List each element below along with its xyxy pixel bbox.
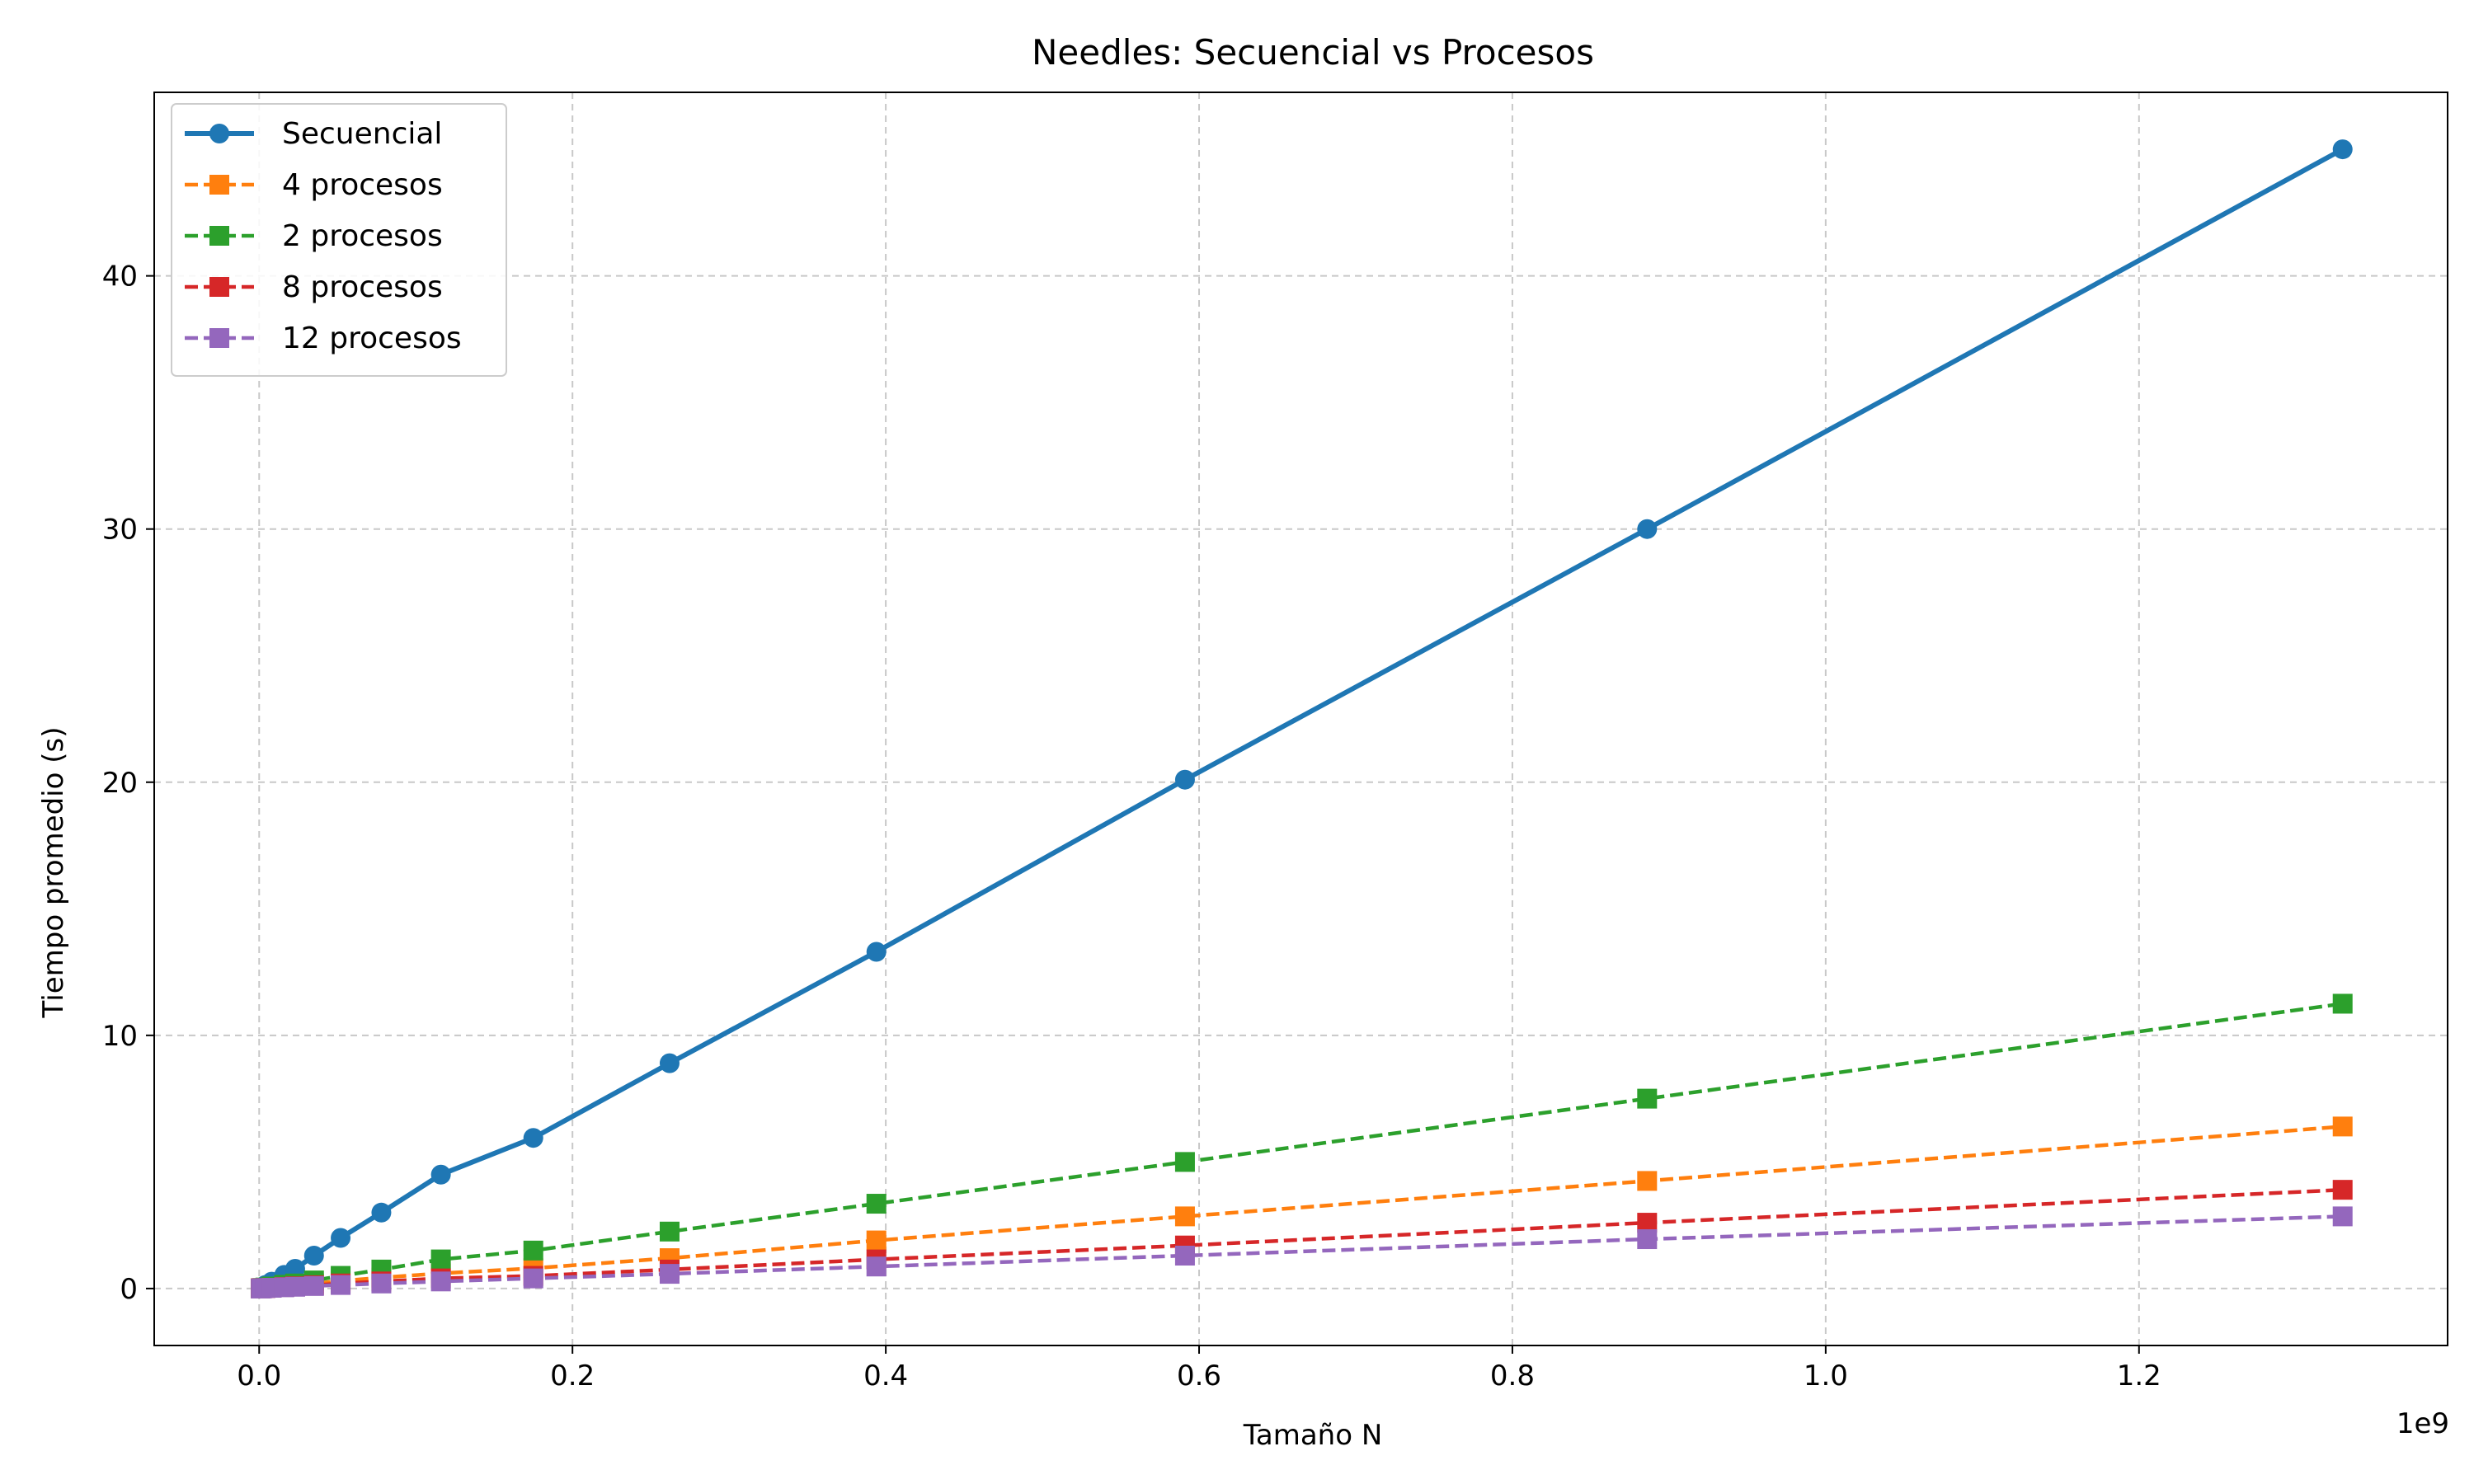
data-point xyxy=(371,1202,392,1223)
data-point xyxy=(1637,1088,1658,1109)
x-tick-label: 0.0 xyxy=(237,1360,281,1392)
plot-series xyxy=(251,139,2353,1298)
x-tick-label: 1.0 xyxy=(1804,1360,1848,1392)
data-point xyxy=(866,1194,887,1214)
legend-label: 4 procesos xyxy=(282,168,443,202)
data-point xyxy=(1637,1171,1658,1191)
y-tick-label: 10 xyxy=(102,1020,138,1053)
data-point xyxy=(1174,1206,1195,1227)
y-tick-label: 20 xyxy=(102,767,138,800)
legend-item: 2 procesos xyxy=(185,219,443,253)
data-point xyxy=(2332,1206,2353,1227)
y-tick-label: 40 xyxy=(102,261,138,294)
y-tick-label: 30 xyxy=(102,514,138,547)
x-tick-label: 0.4 xyxy=(863,1360,908,1392)
legend-marker xyxy=(209,328,229,348)
data-point xyxy=(2332,139,2353,160)
data-point xyxy=(303,1275,324,1296)
data-point xyxy=(523,1240,543,1261)
data-point xyxy=(1637,519,1658,539)
y-axis-label: Tiempo promedio (s) xyxy=(37,727,70,1019)
x-axis-offset-label: 1e9 xyxy=(2396,1407,2449,1440)
legend-item: 4 procesos xyxy=(185,168,443,202)
data-point xyxy=(866,1256,887,1277)
axis-ticks: 0.0 0.2 0.4 0.6 0.8 1.0 1.2 0 10 20 30 40 xyxy=(102,261,2161,1392)
data-point xyxy=(430,1271,451,1292)
legend-label: 12 procesos xyxy=(282,322,462,355)
chart-title: Needles: Secuencial vs Procesos xyxy=(1032,32,1594,73)
data-point xyxy=(659,1221,680,1242)
legend-label: Secuencial xyxy=(282,117,442,151)
data-point xyxy=(430,1164,451,1185)
data-point xyxy=(1174,1245,1195,1266)
grid xyxy=(154,92,2448,1345)
data-point xyxy=(1174,769,1195,790)
data-point xyxy=(1637,1229,1658,1250)
legend-item: Secuencial xyxy=(185,117,442,151)
data-point xyxy=(523,1268,543,1289)
x-tick-label: 0.6 xyxy=(1177,1360,1221,1392)
data-point xyxy=(2332,1116,2353,1137)
data-point xyxy=(2332,1180,2353,1200)
data-point xyxy=(866,1230,887,1251)
data-point xyxy=(659,1264,680,1284)
legend-label: 2 procesos xyxy=(282,219,443,253)
legend: Secuencial 4 procesos 2 procesos 8 procesos… xyxy=(171,103,507,377)
data-point xyxy=(331,1228,351,1248)
legend-marker xyxy=(209,124,229,143)
data-point xyxy=(866,942,887,962)
data-point xyxy=(285,1276,305,1297)
data-point xyxy=(659,1053,680,1073)
data-point xyxy=(303,1245,324,1266)
data-point xyxy=(371,1273,392,1294)
data-point xyxy=(430,1249,451,1270)
plot-frame xyxy=(153,92,2448,1346)
legend-box xyxy=(171,103,507,377)
legend-marker xyxy=(209,226,229,246)
x-axis-label: Tamaño N xyxy=(1243,1419,1383,1452)
legend-item: 8 procesos xyxy=(185,270,443,304)
data-point xyxy=(331,1275,351,1295)
data-point xyxy=(523,1128,543,1148)
data-point xyxy=(1174,1152,1195,1172)
series-12-procesos xyxy=(251,1206,2353,1298)
x-tick-label: 0.2 xyxy=(550,1360,595,1392)
y-tick-label: 0 xyxy=(120,1273,138,1306)
legend-label: 8 procesos xyxy=(282,270,443,304)
x-tick-label: 0.8 xyxy=(1490,1360,1535,1392)
data-point xyxy=(2332,993,2353,1014)
legend-marker xyxy=(209,277,229,297)
legend-item: 12 procesos xyxy=(185,322,462,355)
legend-marker xyxy=(209,175,229,195)
x-tick-label: 1.2 xyxy=(2117,1360,2161,1392)
